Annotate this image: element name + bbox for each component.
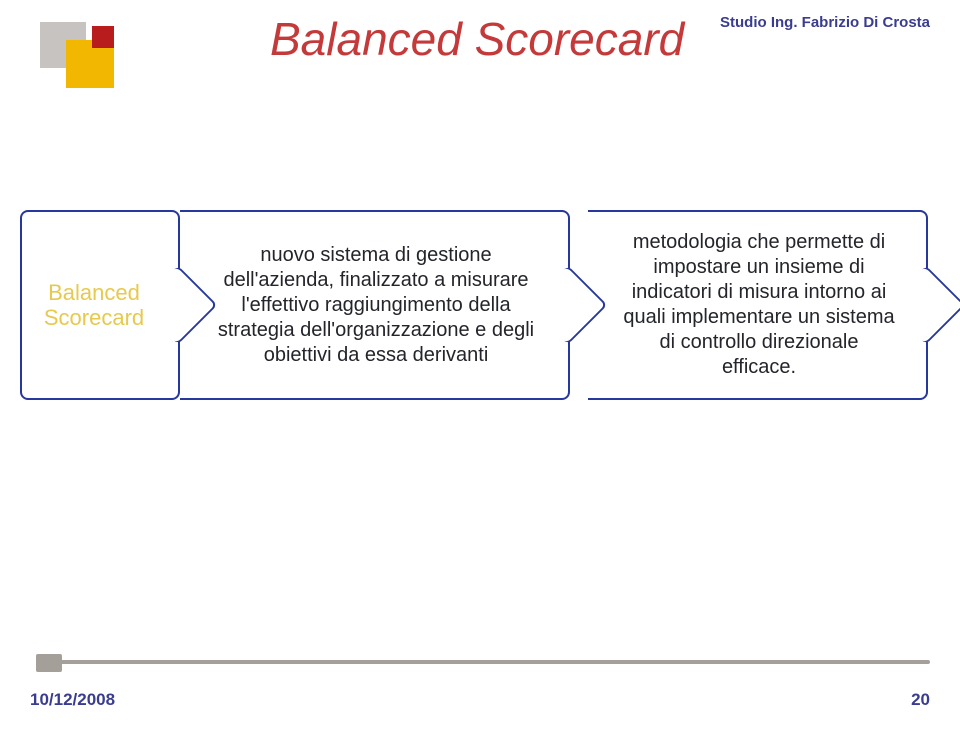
page-title: Balanced Scorecard — [270, 12, 684, 66]
chevron-1-line1: Balanced — [48, 280, 140, 305]
slide: Balanced Scorecard Studio Ing. Fabrizio … — [0, 0, 960, 730]
chevron-2-text: nuovo sistema di gestione dell'azienda, … — [212, 243, 540, 368]
chevron-1: Balanced Scorecard — [20, 210, 180, 400]
chevron-3-text: metodologia che permette di impostare un… — [620, 230, 898, 380]
footer-page-number: 20 — [911, 690, 930, 710]
chevron-1-line2: Scorecard — [44, 305, 144, 330]
chevron-1-text: Balanced Scorecard — [44, 280, 144, 331]
chevron-row: Balanced Scorecard nuovo sistema di gest… — [20, 210, 940, 410]
chevron-3: metodologia che permette di impostare un… — [558, 210, 928, 400]
studio-header: Studio Ing. Fabrizio Di Crosta — [720, 14, 930, 31]
footer-date: 10/12/2008 — [30, 690, 115, 710]
deco-square-red — [92, 26, 114, 48]
bottom-rule — [36, 660, 930, 664]
bottom-rule-block — [36, 654, 62, 672]
